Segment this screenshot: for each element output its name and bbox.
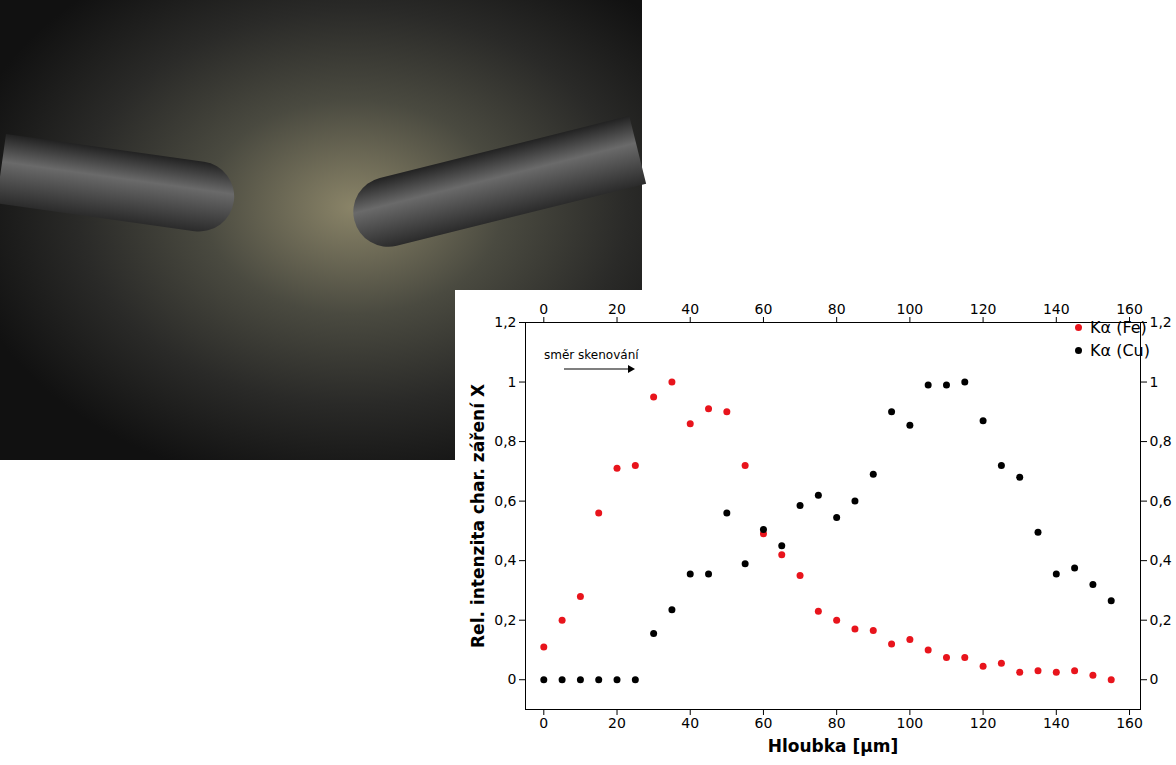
svg-text:160: 160 (1116, 301, 1143, 317)
svg-text:Hloubka [µm]: Hloubka [µm] (768, 736, 898, 756)
svg-text:120: 120 (970, 301, 997, 317)
svg-text:Rel. intenzita char. záření X: Rel. intenzita char. záření X (468, 384, 488, 648)
svg-text:100: 100 (897, 301, 924, 317)
svg-text:60: 60 (755, 301, 773, 317)
svg-text:120: 120 (970, 715, 997, 731)
svg-text:0,4: 0,4 (494, 552, 516, 568)
html-text:Kα (Fe): Kα (Fe) (1090, 318, 1147, 337)
svg-text:0: 0 (539, 301, 548, 317)
svg-text:40: 40 (681, 715, 699, 731)
svg-text:1,2: 1,2 (494, 314, 516, 330)
svg-text:1,2: 1,2 (1150, 314, 1172, 330)
svg-text:60: 60 (755, 715, 773, 731)
svg-text:0: 0 (1150, 671, 1159, 687)
svg-text:0,6: 0,6 (1150, 493, 1172, 509)
svg-text:100: 100 (897, 715, 924, 731)
svg-text:140: 140 (1043, 715, 1070, 731)
svg-text:160: 160 (1116, 715, 1143, 731)
svg-text:0,2: 0,2 (1150, 612, 1172, 628)
html-text:směr skenování: směr skenování (544, 348, 639, 362)
svg-text:80: 80 (828, 301, 846, 317)
svg-text:0,2: 0,2 (494, 612, 516, 628)
svg-text:20: 20 (608, 301, 626, 317)
svg-text:20: 20 (608, 715, 626, 731)
svg-text:0,8: 0,8 (494, 433, 516, 449)
svg-text:140: 140 (1043, 301, 1070, 317)
html-text:Kα (Cu): Kα (Cu) (1090, 341, 1150, 360)
svg-text:0: 0 (508, 671, 517, 687)
svg-text:0,4: 0,4 (1150, 552, 1172, 568)
svg-text:1: 1 (508, 374, 517, 390)
svg-text:0: 0 (539, 715, 548, 731)
svg-text:40: 40 (681, 301, 699, 317)
svg-text:0,6: 0,6 (494, 493, 516, 509)
svg-text:0,8: 0,8 (1150, 433, 1172, 449)
svg-text:1: 1 (1150, 374, 1159, 390)
svg-text:80: 80 (828, 715, 846, 731)
